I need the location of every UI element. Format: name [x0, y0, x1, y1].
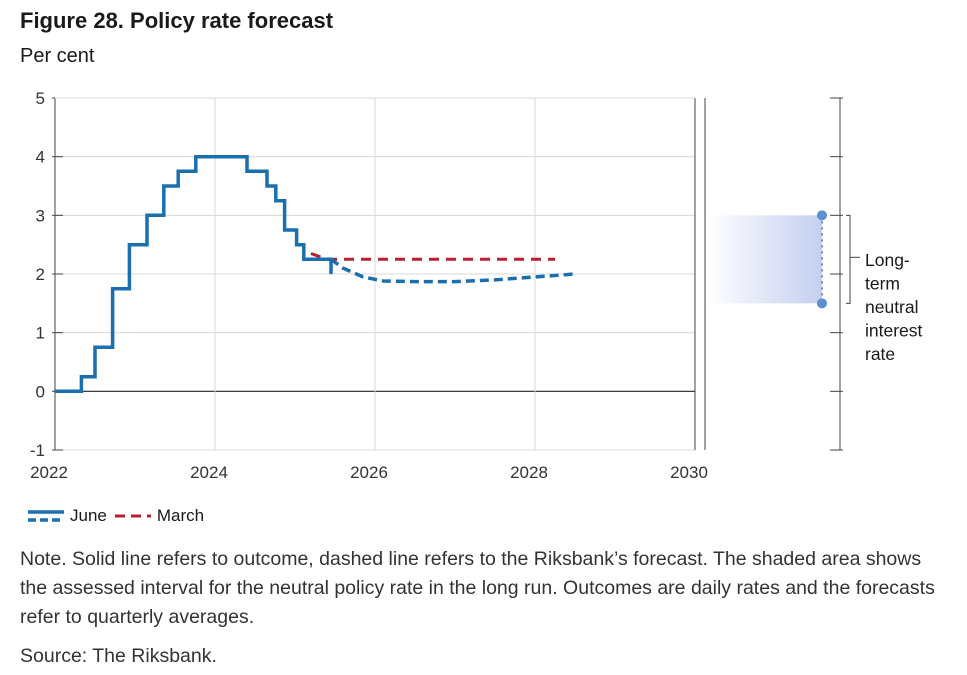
june-forecast-line [329, 257, 576, 284]
x-tick-label: 2026 [350, 463, 388, 482]
y-tick-label: 3 [36, 206, 45, 225]
y-tick-label: 1 [36, 324, 45, 343]
legend-swatch-march [114, 514, 151, 518]
x-tick-label: 2022 [30, 463, 68, 482]
neutral-rate-shaded-area [707, 215, 822, 304]
figure-source: Source: The Riksbank. [20, 645, 217, 667]
neutral-rate-label-line: rate [865, 344, 895, 364]
y-tick-label: 4 [36, 148, 45, 167]
neutral-rate-label-line: neutral [865, 297, 919, 317]
legend-label-march: March [156, 506, 205, 525]
figure-title: Figure 28. Policy rate forecast [20, 8, 334, 33]
legend-label-june: June [70, 506, 107, 525]
y-tick-label: 2 [36, 265, 45, 284]
june-outcome-line [55, 154, 333, 394]
y-tick-label: -1 [30, 441, 45, 460]
neutral-rate-bracket [846, 214, 851, 304]
legend-item-march: March [113, 506, 204, 526]
legend-swatch-june [28, 510, 64, 522]
policy-rate-chart: -1 0 1 2 3 4 5 2022 2024 2026 2028 2030 Long-term neu… [30, 89, 923, 482]
chart-legend: June March [26, 506, 210, 526]
y-axis-unit-label: Per cent [20, 45, 95, 67]
y-tick-label: 0 [36, 382, 45, 401]
neutral-rate-high-point [817, 210, 827, 221]
x-tick-label: 2028 [510, 463, 548, 482]
neutral-rate-label-line: interest [865, 321, 923, 341]
y-tick-label: 5 [36, 89, 45, 108]
figure-note: Note. Solid line refers to outcome, dash… [20, 548, 935, 628]
x-tick-label: 2024 [190, 463, 228, 482]
neutral-rate-label-line: term [865, 274, 900, 294]
x-tick-label: 2030 [670, 463, 708, 482]
neutral-rate-low-point [817, 298, 827, 309]
legend-item-june: June [26, 506, 107, 526]
march-forecast-line [310, 252, 555, 261]
neutral-rate-label-line: Long- [865, 250, 910, 270]
